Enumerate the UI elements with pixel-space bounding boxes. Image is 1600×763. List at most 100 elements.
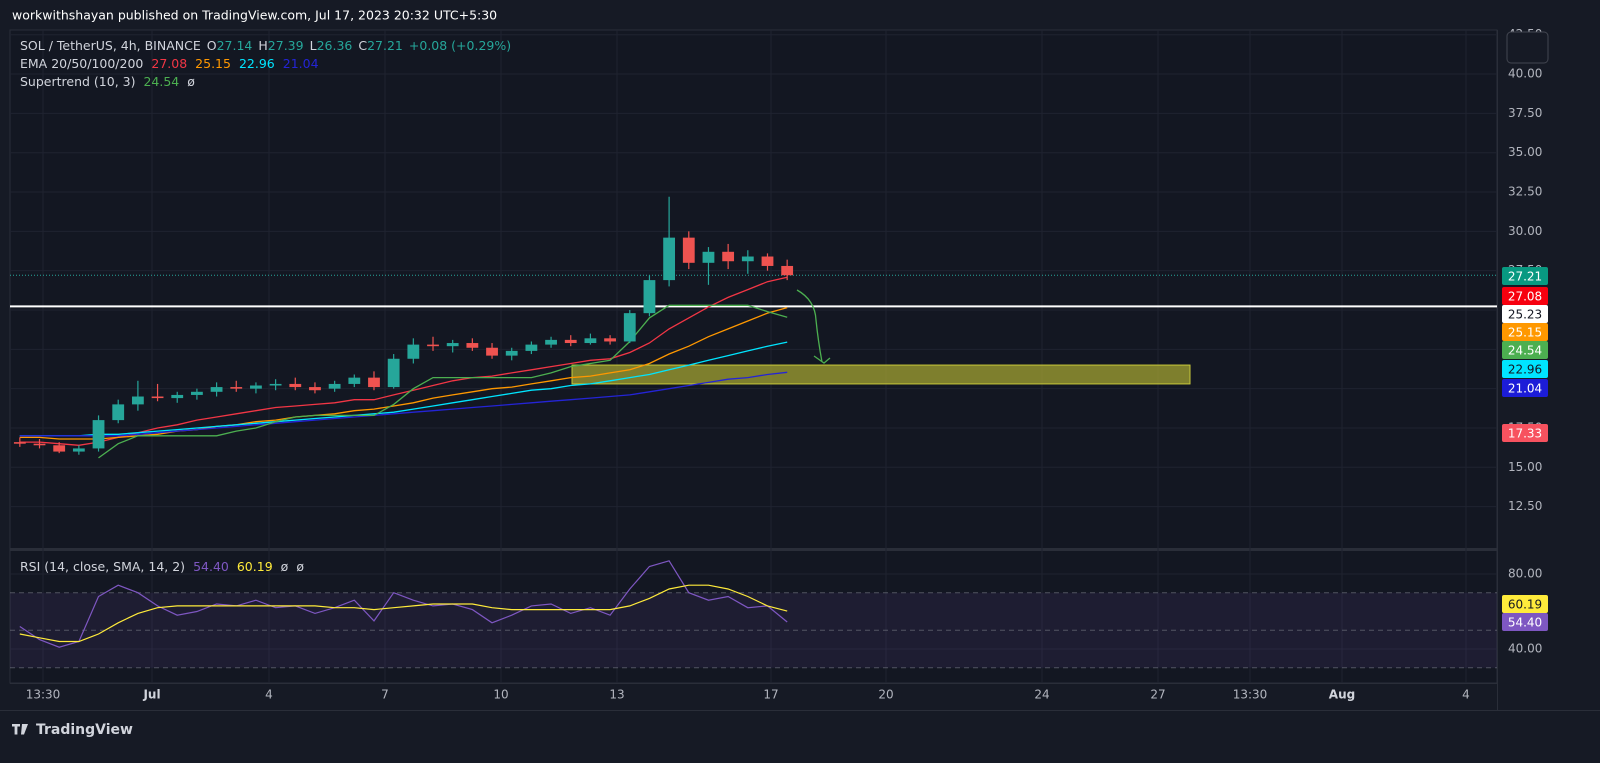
x-tick-label: 4: [1462, 688, 1470, 702]
price-label: 60.19: [1508, 598, 1542, 612]
ema-line: [19, 276, 788, 446]
x-tick-label: 24: [1034, 688, 1049, 702]
legend-item: C: [358, 38, 367, 53]
overlay: 27.21 27.08 25.23 25.15 24.54 22.96 21.04 17.33…: [20, 38, 1548, 631]
x-tick-label: 13:30: [1233, 688, 1268, 702]
candle-body: [328, 383, 341, 389]
legend-item: ø: [281, 559, 289, 574]
y-tick-label: 32.50: [1508, 185, 1542, 199]
price-label-box: [1502, 323, 1548, 341]
price-label-box: [1502, 424, 1548, 442]
candle-body: [682, 237, 695, 263]
settings-button[interactable]: [1506, 31, 1549, 64]
price-label-box: [1502, 613, 1548, 631]
candle-body: [387, 358, 400, 388]
candle-body: [112, 404, 125, 421]
price-label: 21.04: [1508, 382, 1542, 396]
candle-body: [407, 344, 420, 359]
price-label-box: [1502, 341, 1548, 359]
legend-item: ø: [296, 559, 304, 574]
price-label: 27.21: [1508, 270, 1542, 284]
candle-body: [289, 383, 302, 388]
candle-body: [643, 280, 656, 314]
x-tick-label: 13:30: [26, 688, 61, 702]
legend-item: 24.54: [143, 74, 179, 89]
candle-body: [584, 338, 597, 344]
candle-body: [702, 251, 715, 263]
footer-brand: TradingView: [36, 722, 133, 738]
candle-body: [348, 377, 361, 384]
x-tick-label: 4: [265, 688, 273, 702]
legend-item: 26.36: [317, 38, 353, 53]
candle-body: [505, 350, 518, 356]
header: workwithshayan published on TradingView.…: [12, 8, 497, 23]
rsi-tick-label: 80.00: [1508, 566, 1542, 580]
legend-item: RSI (14, close, SMA, 14, 2): [20, 559, 185, 574]
price-label-box: [1502, 305, 1548, 323]
price-label: 25.23: [1508, 308, 1542, 322]
legend-item: L: [310, 38, 317, 53]
x-tick-label: 7: [381, 688, 389, 702]
legend-item: 27.21: [367, 38, 403, 53]
footer-logo: [12, 724, 28, 735]
candle-body: [486, 347, 498, 356]
candle-body: [72, 448, 85, 452]
candle-body: [741, 256, 754, 262]
y-tick-label: 30.00: [1508, 224, 1542, 238]
legend-item: SOL / TetherUS, 4h, BINANCE: [20, 38, 201, 53]
candle-body: [564, 339, 577, 344]
candle-body: [210, 387, 223, 392]
x-tick-label: 10: [493, 688, 508, 702]
legend-item: 27.14: [217, 38, 253, 53]
rsi-tick-label: 40.00: [1508, 642, 1542, 656]
supertrend-line: [98, 304, 788, 459]
candle-body: [131, 396, 144, 405]
candle-body: [151, 396, 164, 399]
legend-item: 21.04: [283, 56, 319, 71]
candle-body: [92, 420, 105, 449]
x-tick-label: 20: [878, 688, 893, 702]
y-tick-label: 15.00: [1508, 460, 1542, 474]
candle-body: [545, 339, 557, 345]
candle-body: [171, 394, 184, 399]
candle-body: [191, 391, 203, 395]
legend-item: Supertrend (10, 3): [20, 74, 135, 89]
candle-body: [230, 387, 243, 389]
x-tick-label: Jul: [142, 688, 160, 702]
legend-item: 27.39: [268, 38, 304, 53]
candle-body: [53, 445, 66, 452]
x-tick-label: 17: [763, 688, 778, 702]
legend-item: 25.15: [195, 56, 231, 71]
ema-line: [19, 306, 788, 440]
price-label: 17.33: [1508, 427, 1542, 441]
logo-icon: [12, 724, 28, 735]
legend-line: RSI (14, close, SMA, 14, 2) 54.40 60.19 ø ø: [20, 559, 304, 574]
chart-pane: [9, 29, 1498, 684]
price-label: 24.54: [1508, 344, 1542, 358]
y-tick-label: 37.50: [1508, 106, 1542, 120]
projection-arrow: [796, 289, 831, 364]
y-tick-label: 35.00: [1508, 145, 1542, 159]
candle-body: [466, 343, 479, 348]
candle-body: [269, 383, 282, 386]
price-label: 27.08: [1508, 290, 1542, 304]
candle-body: [781, 265, 794, 276]
legend-item: EMA 20/50/100/200: [20, 56, 143, 71]
legend-item: ø: [187, 74, 195, 89]
candle-body: [33, 443, 46, 446]
candle-body: [604, 338, 616, 342]
candle-body: [309, 387, 321, 391]
price-label-box: [1502, 360, 1548, 378]
rsi-sma-line: [19, 584, 788, 643]
price-label-box: [1502, 267, 1548, 285]
legend-item: 60.19: [237, 559, 273, 574]
y-tick-label: 40.00: [1508, 67, 1542, 81]
candle-body: [13, 442, 26, 444]
price-label: 25.15: [1508, 326, 1542, 340]
support-zone: [571, 364, 1191, 385]
candle-body: [250, 385, 262, 389]
legend-item: 22.96: [239, 56, 275, 71]
legend-line: EMA 20/50/100/200 27.08 25.15 22.96 21.04: [20, 56, 319, 71]
x-tick-label: Aug: [1329, 688, 1355, 702]
